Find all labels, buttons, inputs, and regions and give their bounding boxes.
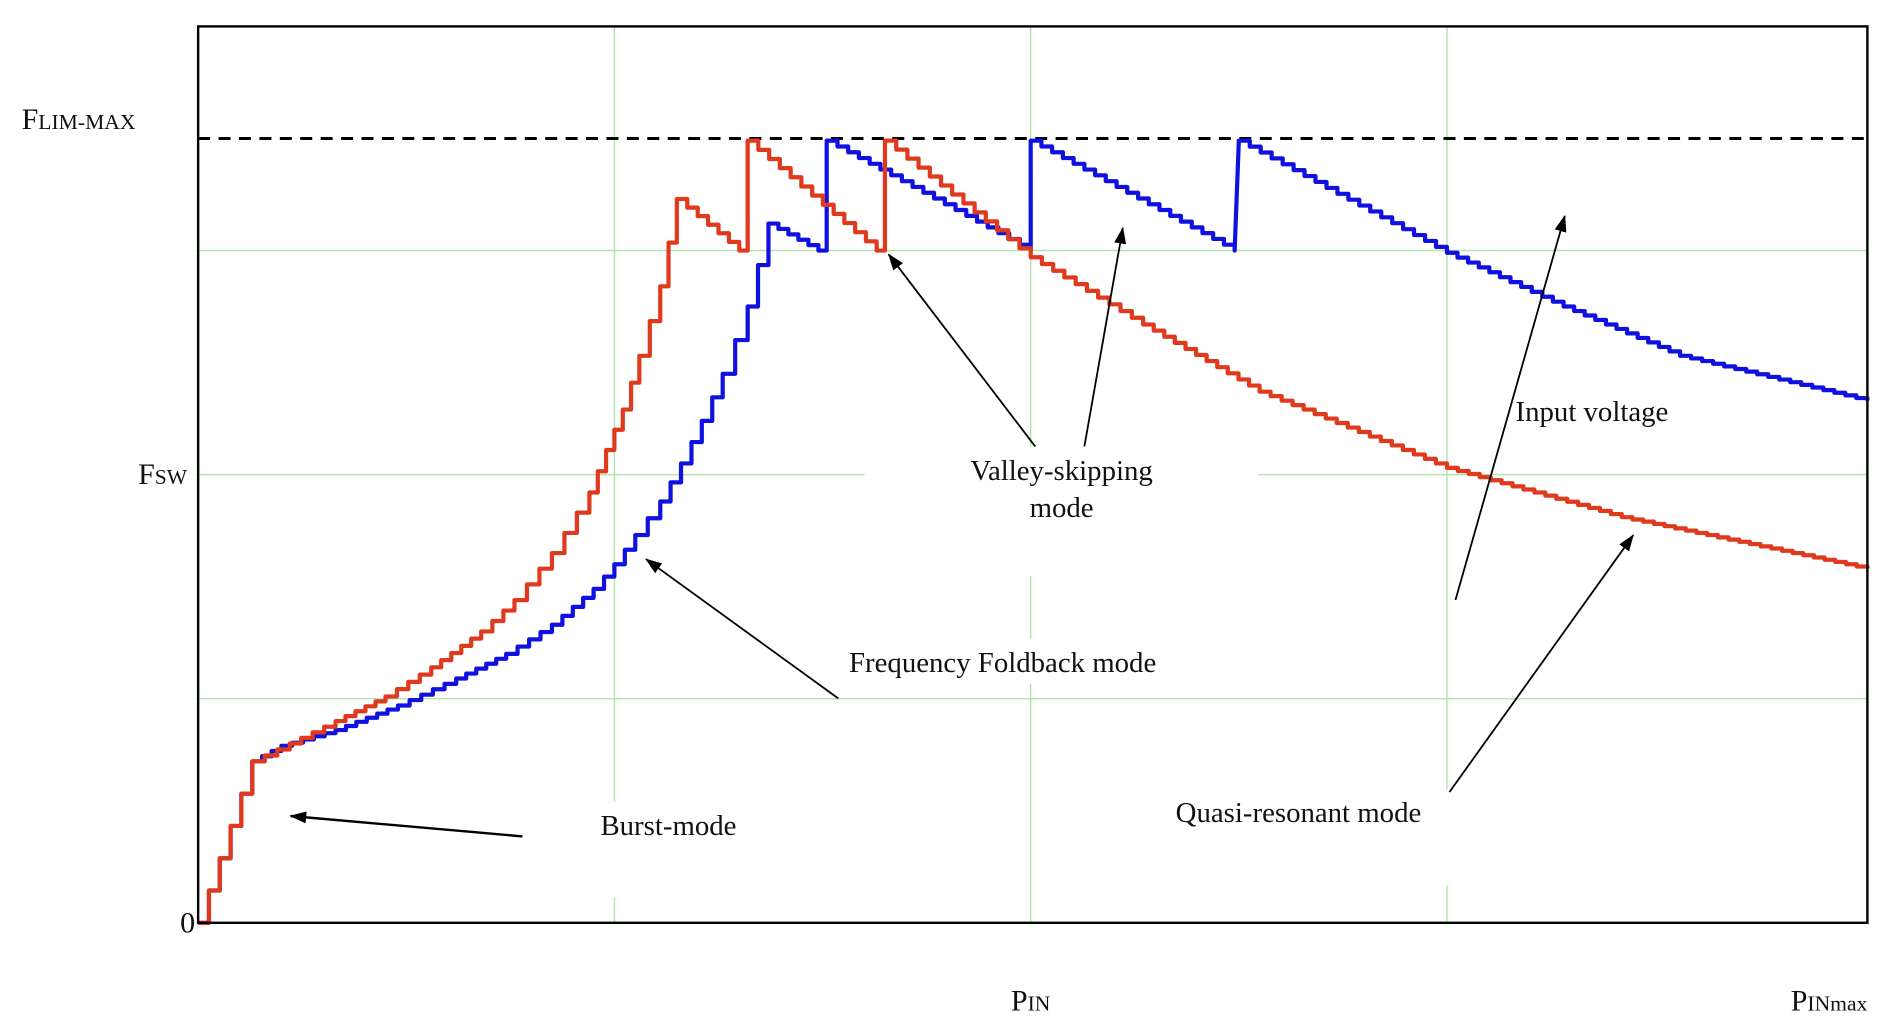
annotation-quasi-resonant: Quasi-resonant mode <box>1176 797 1422 829</box>
y-tick-label: FLIM-MAX <box>22 103 136 136</box>
plot-frame <box>196 25 1869 924</box>
y-tick-main: F <box>138 458 155 491</box>
series-line-2 <box>198 138 1870 925</box>
annotation-valley-skipping-mode: mode <box>1030 492 1094 524</box>
arrow-burst <box>289 811 523 838</box>
arrow-quasi <box>1448 534 1634 793</box>
x-tick-sub: INmax <box>1807 991 1867 1015</box>
y-tick-main: 0 <box>180 906 195 939</box>
y-tick-sub: SW <box>155 465 188 489</box>
annotation-valley-skipping: Valley-skipping <box>970 455 1152 487</box>
arrow-valley-2 <box>1083 226 1127 447</box>
y-tick-label: FSW <box>138 458 188 491</box>
series-group <box>198 138 1870 925</box>
x-tick-main: P <box>1791 984 1808 1017</box>
x-tick-main: P <box>1011 984 1028 1017</box>
x-tick-label: PINmax <box>1791 984 1868 1017</box>
annotation-frequency-foldback: Frequency Foldback mode <box>849 647 1156 679</box>
x-tick-label: PIN <box>1011 984 1051 1017</box>
annotations: Valley-skipping mode Input voltage Frequ… <box>289 214 1669 898</box>
arrow-input-voltage <box>1454 214 1567 601</box>
y-tick-sub: LIM-MAX <box>38 110 136 134</box>
x-tick-sub: IN <box>1028 991 1051 1015</box>
y-tick-main: F <box>22 103 39 136</box>
arrow-valley-1 <box>887 253 1036 447</box>
arrow-foldback <box>645 558 839 700</box>
annotation-burst-mode: Burst-mode <box>600 810 736 842</box>
annotation-input-voltage: Input voltage <box>1516 396 1669 428</box>
y-tick-label: 0 <box>180 906 195 939</box>
